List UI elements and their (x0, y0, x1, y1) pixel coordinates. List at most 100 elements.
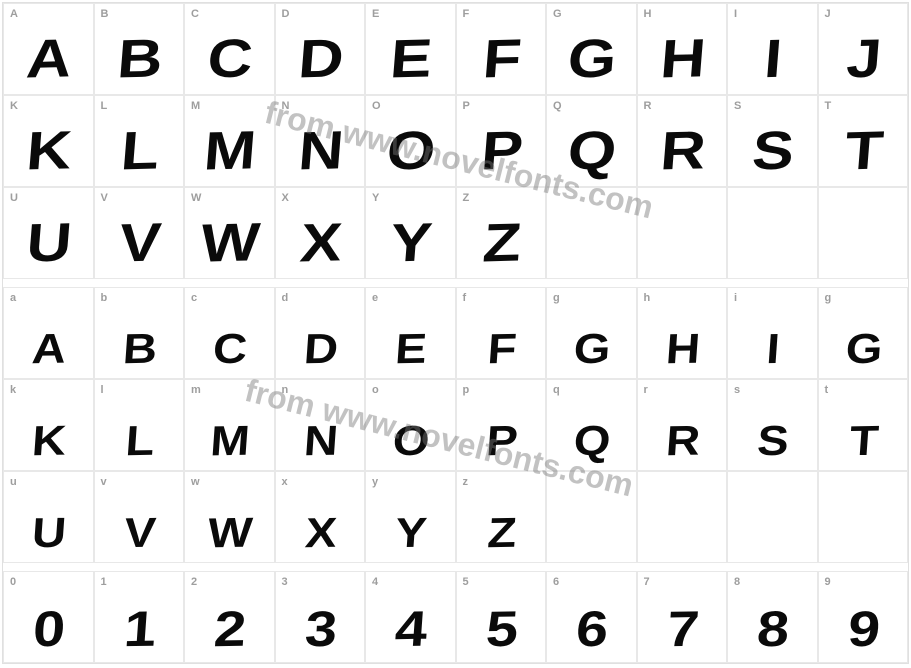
charmap-cell[interactable]: DD (275, 3, 366, 95)
charmap-cell[interactable]: aA (3, 287, 94, 379)
charmap-cell[interactable]: AA (3, 3, 94, 95)
cell-label: h (644, 292, 651, 304)
charmap-cell[interactable]: nN (275, 379, 366, 471)
cell-label: L (101, 100, 108, 112)
cell-glyph: 4 (394, 604, 427, 655)
charmap-cell[interactable]: 00 (3, 571, 94, 663)
charmap-cell[interactable]: zZ (456, 471, 547, 563)
charmap-cell[interactable] (727, 471, 818, 563)
charmap-cell[interactable]: 33 (275, 571, 366, 663)
charmap-cell[interactable]: oO (365, 379, 456, 471)
charmap-cell[interactable]: MM (184, 95, 275, 187)
charmap-cell[interactable]: LL (94, 95, 185, 187)
charmap-cell[interactable]: yY (365, 471, 456, 563)
charmap-cell[interactable]: xX (275, 471, 366, 563)
charmap-cell[interactable]: YY (365, 187, 456, 279)
charmap-cell[interactable]: uU (3, 471, 94, 563)
cell-glyph: Y (394, 512, 426, 555)
charmap-cell[interactable]: QQ (546, 95, 637, 187)
charmap-cell[interactable] (546, 471, 637, 563)
charmap-cell[interactable]: mM (184, 379, 275, 471)
charmap-cell[interactable]: FF (456, 3, 547, 95)
cell-label: r (644, 384, 648, 396)
charmap-cell[interactable]: ZZ (456, 187, 547, 279)
cell-glyph: 1 (122, 604, 155, 655)
charmap-cell[interactable]: kK (3, 379, 94, 471)
cell-label: B (101, 8, 109, 20)
charmap-cell[interactable]: UU (3, 187, 94, 279)
charmap-cell[interactable]: WW (184, 187, 275, 279)
charmap-cell[interactable]: 99 (818, 571, 909, 663)
charmap-cell[interactable]: sS (727, 379, 818, 471)
charmap-cell[interactable]: gG (818, 287, 909, 379)
cell-glyph: G (566, 31, 616, 86)
charmap-cell[interactable]: EE (365, 3, 456, 95)
charmap-cell[interactable] (637, 187, 728, 279)
cell-glyph: L (119, 124, 159, 179)
charmap-cell[interactable]: HH (637, 3, 728, 95)
cell-glyph: O (385, 123, 435, 178)
charmap-cell[interactable]: PP (456, 95, 547, 187)
cell-label: H (644, 8, 652, 20)
cell-glyph: Z (481, 216, 521, 271)
charmap-cell[interactable]: pP (456, 379, 547, 471)
cell-label: X (282, 192, 289, 204)
cell-label: M (191, 100, 200, 112)
charmap-cell[interactable]: SS (727, 95, 818, 187)
cell-label: n (282, 384, 289, 396)
cell-label: c (191, 292, 197, 304)
charmap-cell[interactable]: 22 (184, 571, 275, 663)
charmap-cell[interactable]: NN (275, 95, 366, 187)
charmap-cell[interactable]: GG (546, 3, 637, 95)
cell-glyph: N (296, 123, 343, 178)
charmap-cell[interactable] (818, 471, 909, 563)
charmap-cell[interactable]: 55 (456, 571, 547, 663)
charmap-cell[interactable]: 88 (727, 571, 818, 663)
charmap-cell[interactable]: TT (818, 95, 909, 187)
cell-glyph: E (389, 31, 432, 86)
charmap-cell[interactable]: gG (546, 287, 637, 379)
charmap-cell[interactable]: hH (637, 287, 728, 379)
charmap-cell[interactable]: II (727, 3, 818, 95)
charmap-cell[interactable]: fF (456, 287, 547, 379)
charmap-cell[interactable]: 77 (637, 571, 728, 663)
charmap-cell[interactable]: qQ (546, 379, 637, 471)
charmap-cell[interactable]: RR (637, 95, 728, 187)
charmap-cell[interactable]: iI (727, 287, 818, 379)
charmap-cell[interactable]: dD (275, 287, 366, 379)
cell-label: N (282, 100, 290, 112)
charmap-cell[interactable]: KK (3, 95, 94, 187)
cell-glyph: C (206, 31, 253, 86)
charmap-cell[interactable]: cC (184, 287, 275, 379)
charmap-cell[interactable]: lL (94, 379, 185, 471)
charmap-cell[interactable]: bB (94, 287, 185, 379)
cell-glyph: Q (566, 123, 616, 178)
charmap-cell[interactable] (637, 471, 728, 563)
cell-label: Z (463, 192, 470, 204)
charmap-cell[interactable]: 66 (546, 571, 637, 663)
charmap-cell[interactable]: JJ (818, 3, 909, 95)
charmap-cell[interactable]: VV (94, 187, 185, 279)
charmap-cell[interactable]: BB (94, 3, 185, 95)
charmap-cell[interactable]: XX (275, 187, 366, 279)
cell-label: v (101, 476, 107, 488)
charmap-cell[interactable]: rR (637, 379, 728, 471)
charmap-cell[interactable]: wW (184, 471, 275, 563)
charmap-cell[interactable]: 11 (94, 571, 185, 663)
charmap-cell[interactable] (727, 187, 818, 279)
cell-glyph: 5 (484, 604, 517, 655)
cell-label: T (825, 100, 832, 112)
charmap-cell[interactable]: tT (818, 379, 909, 471)
charmap-cell[interactable] (818, 187, 909, 279)
charmap-cell[interactable]: 44 (365, 571, 456, 663)
cell-glyph: E (394, 328, 426, 371)
charmap-cell[interactable] (546, 187, 637, 279)
cell-glyph: V (123, 512, 155, 555)
charmap-cell[interactable]: vV (94, 471, 185, 563)
charmap-cell[interactable]: CC (184, 3, 275, 95)
charmap-cell[interactable]: eE (365, 287, 456, 379)
cell-glyph: R (664, 420, 699, 463)
charmap-cell[interactable]: OO (365, 95, 456, 187)
cell-label: y (372, 476, 378, 488)
cell-glyph: G (844, 328, 881, 371)
